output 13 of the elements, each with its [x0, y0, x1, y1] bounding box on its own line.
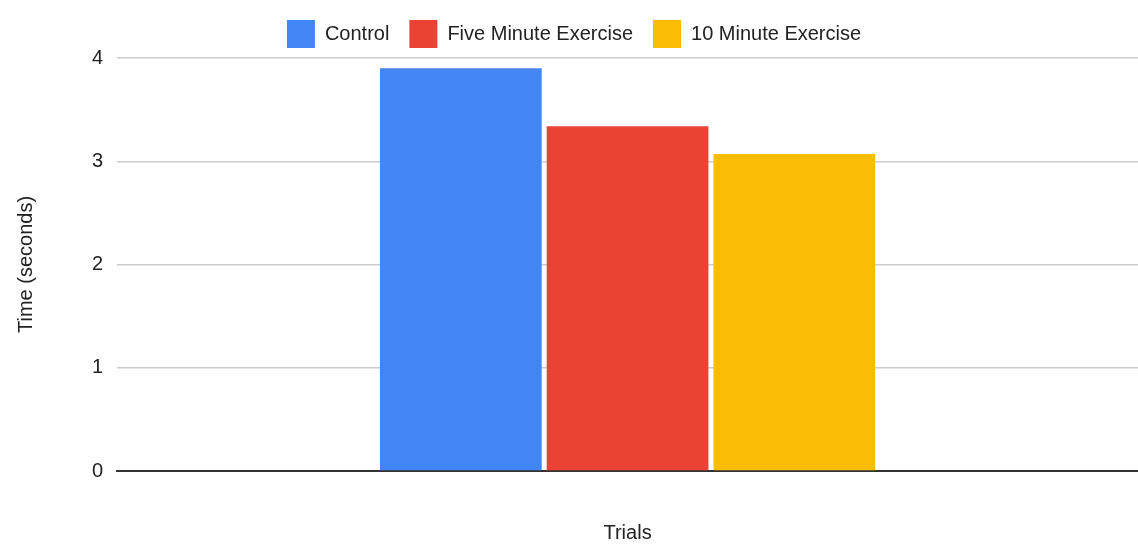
legend-label: Control [324, 21, 390, 44]
x-axis-title: Trials [603, 520, 652, 543]
y-tick-label: 3 [92, 148, 104, 171]
legend-label: 10 Minute Exercise [691, 21, 862, 44]
bar [546, 126, 709, 471]
bar [379, 68, 542, 471]
y-axis-title: Time (seconds) [13, 195, 36, 334]
y-tick-label: 2 [92, 252, 104, 275]
y-tick-label: 0 [92, 458, 104, 481]
y-tick-label: 1 [92, 355, 104, 378]
y-tick-label: 4 [92, 45, 104, 68]
legend-label: Five Minute Exercise [447, 21, 634, 44]
bar [713, 154, 876, 471]
